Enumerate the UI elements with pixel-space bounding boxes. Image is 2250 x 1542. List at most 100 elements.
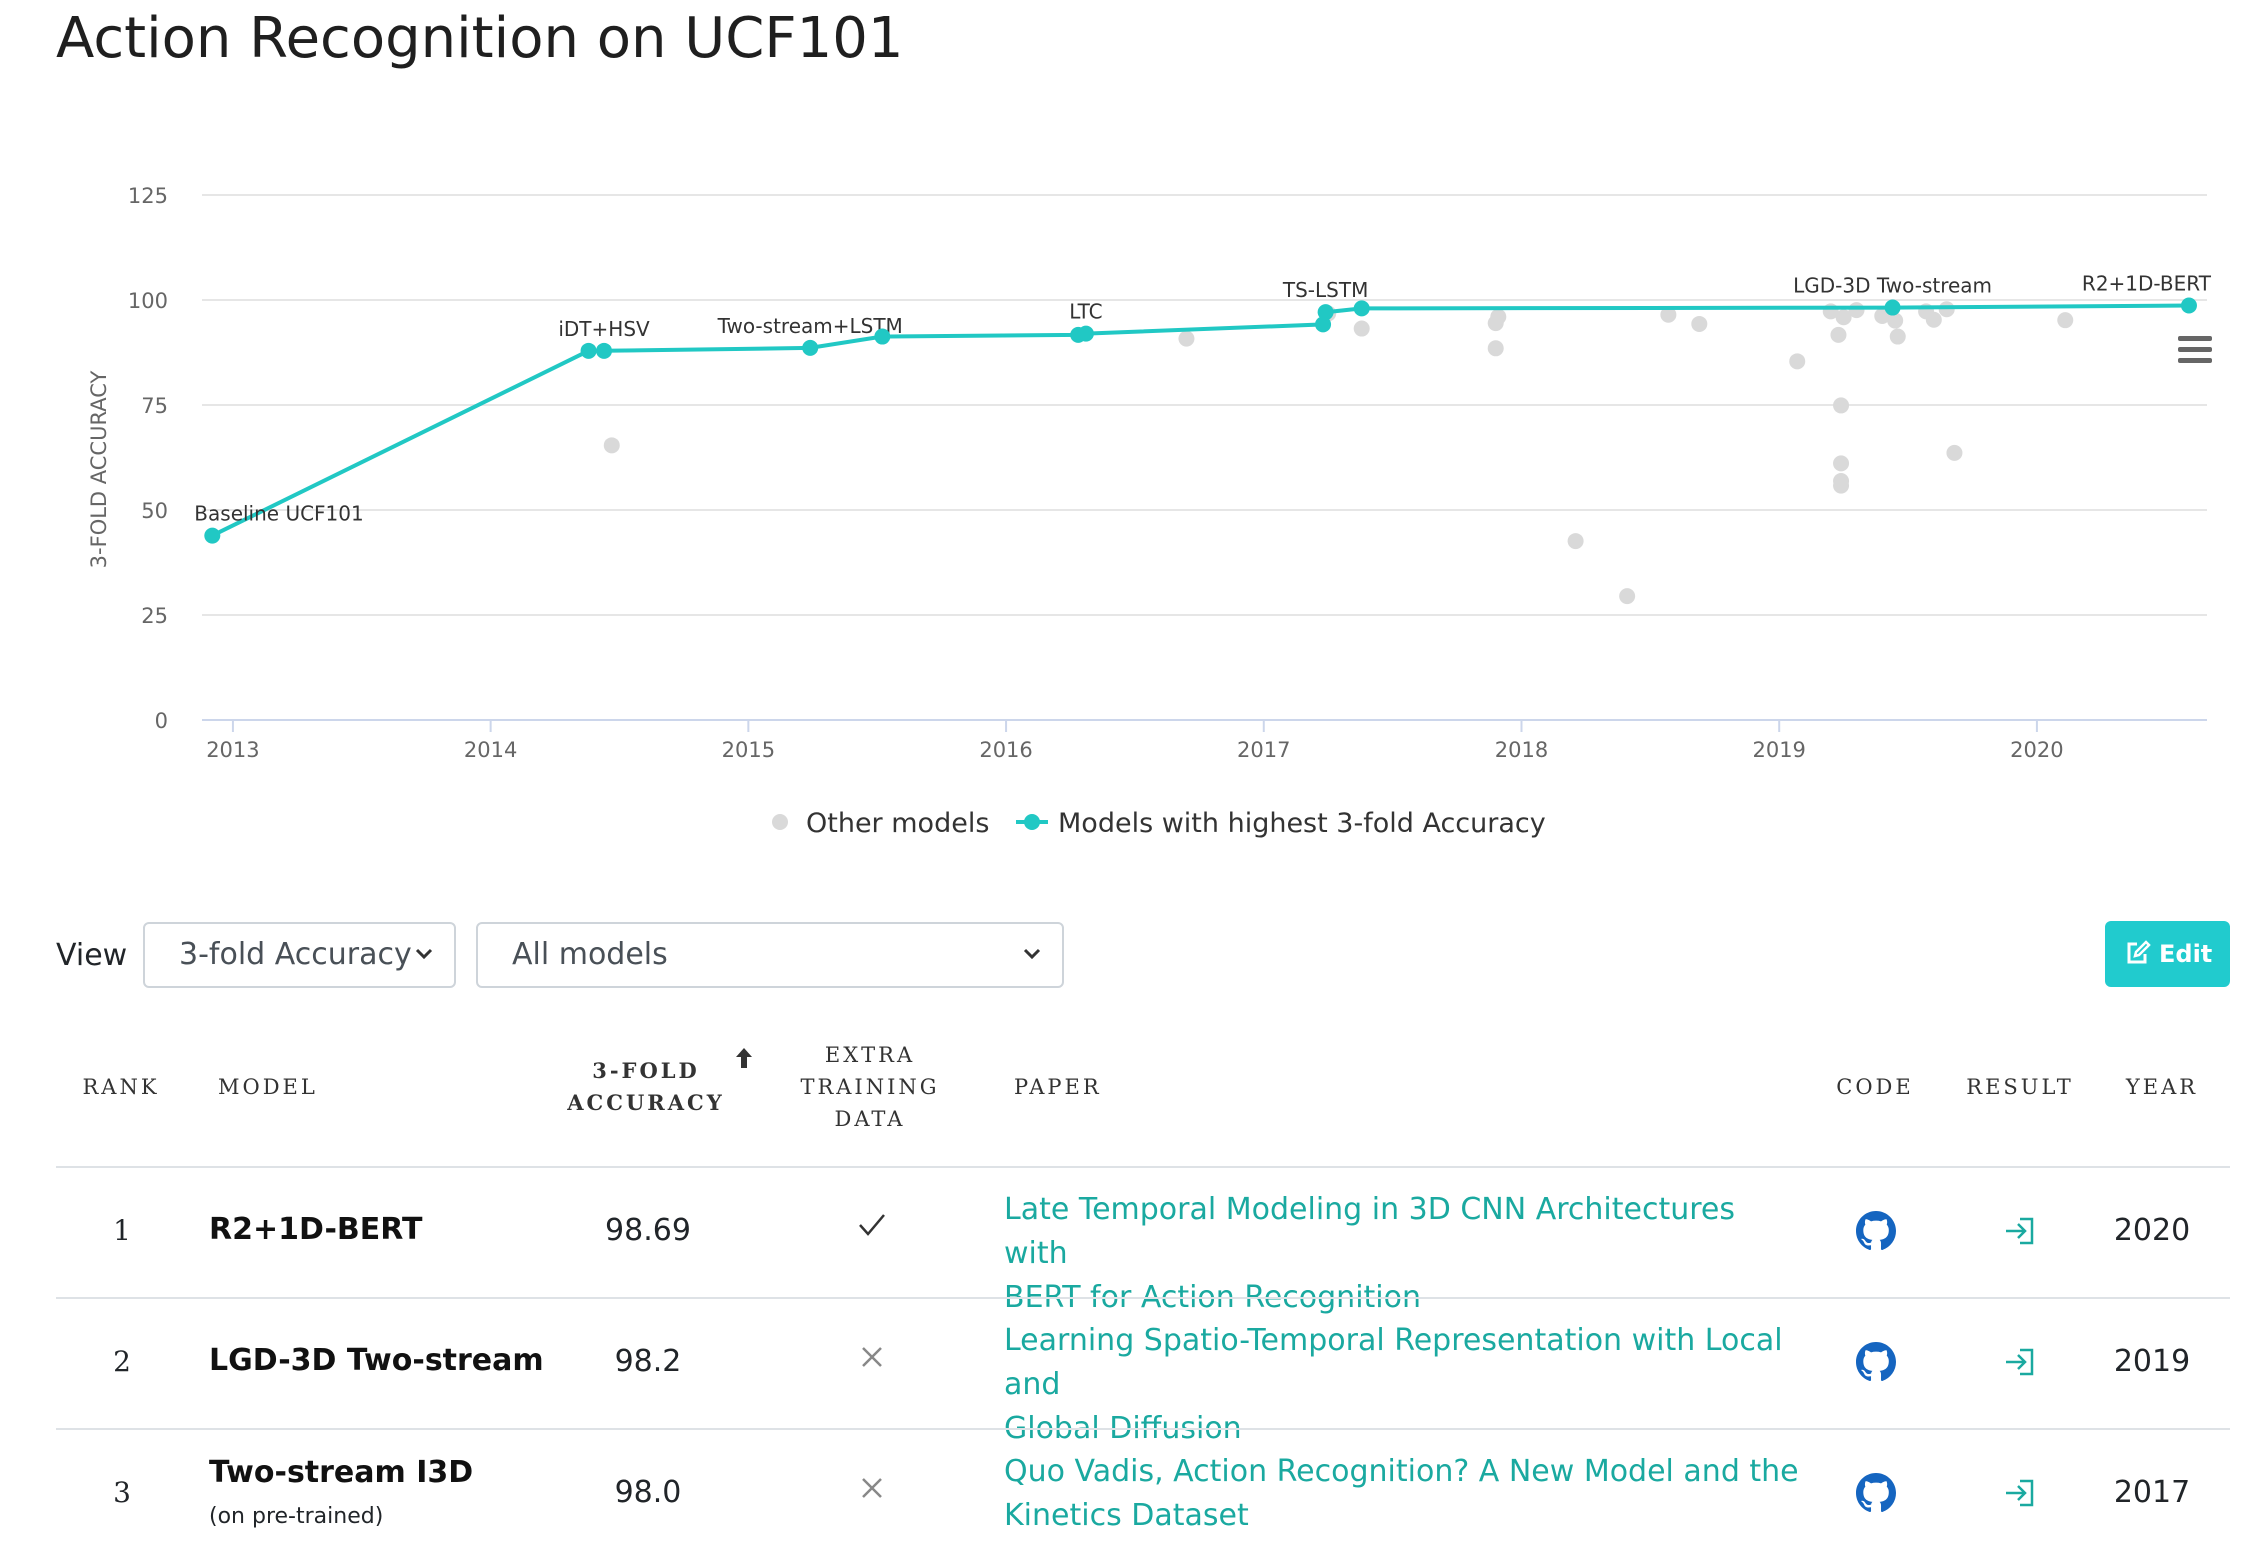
legend-label-other: Other models [806, 808, 989, 839]
data-point-other [1833, 477, 1850, 494]
col-header-rank: RANK [82, 1075, 160, 1099]
enter-icon[interactable] [2000, 1342, 2040, 1382]
chart-svg: 0 25 50 75 100 125 2013 2014 2015 2016 2017 2018 201… [87, 184, 2212, 839]
data-point-other [1619, 588, 1636, 605]
year-cell: 2020 [2113, 1213, 2191, 1248]
enter-icon[interactable] [2000, 1473, 2040, 1513]
data-label: iDT+HSV [558, 317, 650, 341]
edit-button[interactable]: Edit [2105, 921, 2230, 987]
col-header-accuracy-line2: ACCURACY [567, 1090, 725, 1115]
data-point-other [1830, 326, 1847, 343]
table-divider [56, 1297, 2230, 1299]
data-point-other [2057, 312, 2074, 329]
accuracy-cell: 98.69 [605, 1213, 691, 1248]
metric-select[interactable]: 3-fold Accuracy [143, 922, 456, 988]
x-tick-label: 2013 [206, 738, 259, 762]
model-link[interactable]: LGD-3D Two-stream [209, 1343, 544, 1378]
year-cell: 2017 [2113, 1475, 2191, 1510]
enter-icon[interactable] [2000, 1211, 2040, 1251]
col-header-result: RESULT [1966, 1075, 2074, 1099]
data-point-best [580, 342, 597, 359]
github-icon[interactable] [1856, 1342, 1896, 1382]
models-select-value: All models [512, 937, 668, 972]
data-point-other [1487, 340, 1504, 357]
y-tick-label: 25 [141, 604, 168, 628]
data-point-best [1077, 325, 1094, 342]
data-point-best [874, 328, 891, 345]
data-point-other [1490, 308, 1507, 325]
checkmark-icon [852, 1210, 892, 1248]
chevron-down-icon [414, 924, 434, 1011]
data-label: LTC [1069, 300, 1102, 324]
model-link[interactable]: Two-stream I3D [209, 1455, 474, 1490]
col-header-accuracy[interactable]: 3-FOLD ACCURACY [556, 1055, 736, 1119]
col-header-extra-training-data: EXTRA TRAINING DATA [790, 1039, 950, 1135]
data-point-best [596, 342, 613, 359]
paper-title-line1: Late Temporal Modeling in 3D CNN Archite… [1004, 1192, 1736, 1271]
col-header-extra-line1: EXTRA [824, 1043, 916, 1067]
x-tick-label: 2017 [1237, 738, 1290, 762]
data-point-other [1353, 320, 1370, 337]
data-point-other [1789, 353, 1806, 370]
x-tick-label: 2016 [979, 738, 1032, 762]
github-icon[interactable] [1856, 1211, 1896, 1251]
cross-icon [852, 1343, 892, 1378]
data-point-other [1567, 533, 1584, 550]
data-point-other [1178, 330, 1195, 347]
col-header-extra-line2: TRAINING [800, 1075, 940, 1099]
data-point-other [1887, 312, 1904, 329]
data-point-other [603, 437, 620, 454]
table-divider [56, 1428, 2230, 1430]
data-point-other [1833, 397, 1850, 414]
data-point-best [204, 527, 221, 544]
data-point-best [1353, 300, 1370, 317]
model-subtitle: (on pre-trained) [209, 1504, 384, 1529]
legend-marker-other [772, 814, 788, 830]
col-header-year: YEAR [2125, 1075, 2199, 1099]
paper-title-line1: Learning Spatio-Temporal Representation … [1004, 1323, 1783, 1402]
paper-link[interactable]: Quo Vadis, Action Recognition? A New Mod… [1004, 1450, 1804, 1538]
chevron-down-icon [1022, 924, 1042, 1011]
paper-link[interactable]: Late Temporal Modeling in 3D CNN Archite… [1004, 1188, 1804, 1320]
col-header-code: CODE [1836, 1075, 1914, 1099]
data-point-other [1835, 309, 1852, 326]
github-icon[interactable] [1856, 1473, 1896, 1513]
data-point-other [1833, 455, 1850, 472]
view-label: View [56, 938, 128, 973]
x-tick-label: 2018 [1495, 738, 1548, 762]
sort-ascending-icon[interactable] [734, 1046, 754, 1070]
rank-cell: 1 [113, 1214, 131, 1247]
accuracy-cell: 98.0 [614, 1475, 682, 1510]
legend-label-best: Models with highest 3-fold Accuracy [1058, 808, 1546, 839]
col-header-extra-line3: DATA [834, 1107, 906, 1131]
x-tick-label: 2014 [464, 738, 517, 762]
data-label: LGD-3D Two-stream [1793, 274, 1992, 298]
data-point-other [1660, 306, 1677, 323]
paper-title-line1: Quo Vadis, Action Recognition? A New Mod… [1004, 1454, 1799, 1489]
legend-marker-best [1024, 814, 1040, 830]
rank-cell: 2 [113, 1345, 131, 1378]
metric-select-value: 3-fold Accuracy [179, 937, 412, 972]
col-header-accuracy-line1: 3-FOLD [592, 1058, 700, 1083]
table-divider [56, 1166, 2230, 1168]
y-tick-label: 50 [141, 499, 168, 523]
accuracy-cell: 98.2 [614, 1344, 682, 1379]
data-point-best [1317, 304, 1334, 321]
page-title: Action Recognition on UCF101 [56, 6, 904, 71]
data-point-best [802, 339, 819, 356]
y-tick-label: 0 [155, 709, 168, 733]
x-tick-label: 2020 [2010, 738, 2063, 762]
models-select[interactable]: All models [476, 922, 1064, 988]
model-link[interactable]: R2+1D-BERT [209, 1212, 423, 1247]
chart-menu-icon[interactable] [2178, 336, 2212, 364]
data-label: TS-LSTM [1282, 278, 1368, 302]
data-point-best [2180, 297, 2197, 314]
paper-link[interactable]: Learning Spatio-Temporal Representation … [1004, 1319, 1804, 1451]
edit-icon [2125, 925, 2151, 964]
data-label: R2+1D-BERT [2082, 272, 2212, 296]
col-header-paper: PAPER [1014, 1075, 1102, 1099]
data-point-other [1691, 315, 1708, 332]
data-point-best [1315, 316, 1332, 333]
edit-button-label: Edit [2159, 940, 2213, 968]
data-point-other [1925, 311, 1942, 328]
